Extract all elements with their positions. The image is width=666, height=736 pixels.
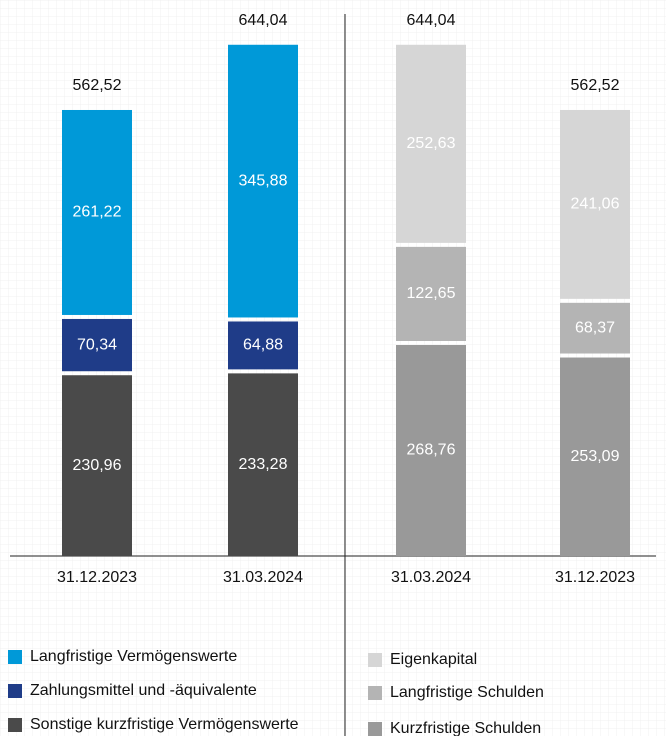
- x-tick-label: 31.12.2023: [57, 569, 137, 586]
- bar-segment: [228, 44, 298, 318]
- value-label: 253,09: [571, 448, 620, 465]
- legend-swatch: [368, 722, 382, 736]
- value-label: 261,22: [73, 204, 122, 221]
- total-label: 644,04: [239, 12, 288, 29]
- bar-segment: [396, 44, 466, 243]
- legend-swatch: [8, 684, 22, 698]
- value-label: 268,76: [407, 442, 456, 459]
- value-label: 68,37: [575, 319, 615, 336]
- value-label: 122,65: [407, 285, 456, 302]
- bar-segment: [560, 109, 630, 299]
- bar-segment: [396, 246, 466, 341]
- bar-segment: [62, 109, 132, 315]
- total-label: 562,52: [73, 77, 122, 94]
- x-tick-label: 31.03.2024: [391, 569, 471, 586]
- value-label: 241,06: [571, 196, 620, 213]
- x-tick-label: 31.12.2023: [555, 569, 635, 586]
- value-label: 230,96: [73, 457, 122, 474]
- legend-swatch: [368, 686, 382, 700]
- value-label: 252,63: [407, 135, 456, 152]
- bar-segment: [560, 357, 630, 556]
- value-label: 70,34: [77, 336, 117, 353]
- value-label: 345,88: [239, 172, 288, 189]
- x-tick-label: 31.03.2024: [223, 569, 303, 586]
- legend-label: Langfristige Schulden: [390, 684, 544, 701]
- legend-label: Kurzfristige Schulden: [390, 720, 541, 736]
- total-label: 562,52: [571, 77, 620, 94]
- value-label: 233,28: [239, 456, 288, 473]
- legend-swatch: [8, 718, 22, 732]
- bar-segment: [396, 344, 466, 556]
- legend-label: Eigenkapital: [390, 651, 477, 668]
- value-label: 64,88: [243, 337, 283, 354]
- legend-swatch: [8, 650, 22, 664]
- legend-label: Langfristige Vermögenswerte: [30, 648, 237, 665]
- bar-segment: [62, 318, 132, 372]
- bar-segment: [62, 375, 132, 556]
- legend-label: Zahlungsmittel und -äquivalente: [30, 682, 257, 699]
- bar-segment: [560, 302, 630, 354]
- total-label: 644,04: [407, 12, 456, 29]
- legend-swatch: [368, 653, 382, 667]
- legend-label: Sonstige kurzfristige Vermögenswerte: [30, 716, 299, 733]
- bar-segment: [228, 321, 298, 370]
- bar-segment: [228, 373, 298, 556]
